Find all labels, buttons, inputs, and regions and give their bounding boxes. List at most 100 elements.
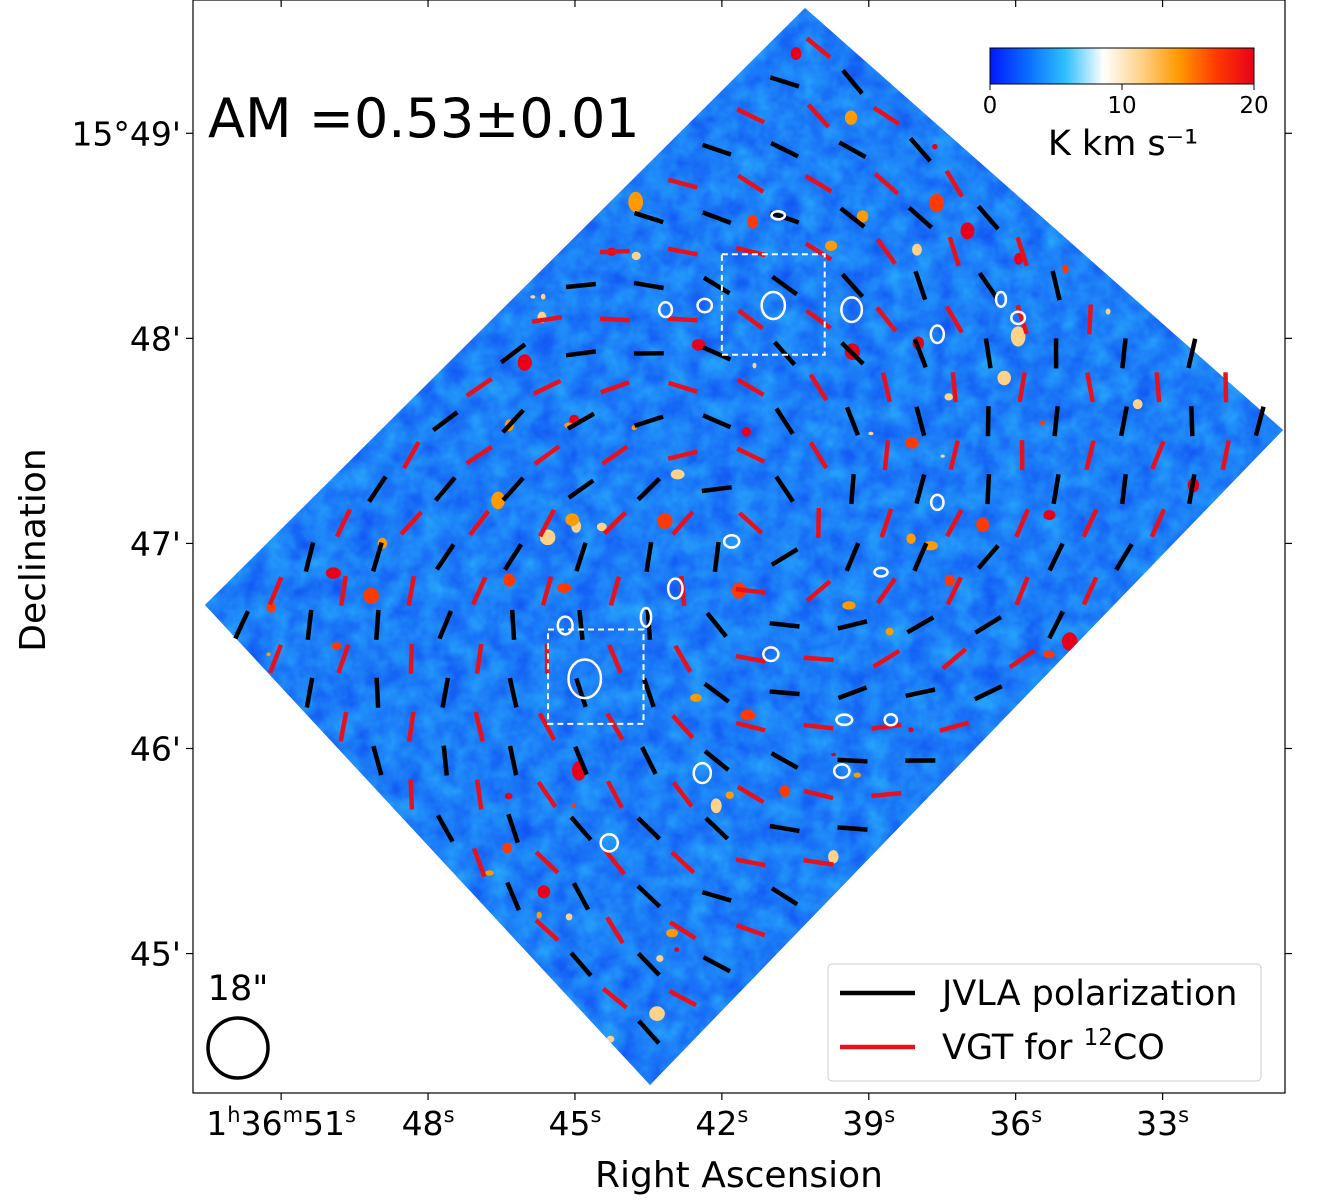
y-tick-label: 45' (130, 935, 181, 974)
emission-knot (940, 454, 945, 458)
region-ellipse (722, 533, 741, 549)
vgt-vector (1154, 372, 1162, 403)
vgt-vector (603, 849, 627, 876)
polarization-vector (644, 541, 654, 573)
polarization-vector (1118, 406, 1129, 437)
polarization-vector (701, 484, 732, 494)
vgt-vector (736, 377, 765, 397)
polarization-vector (769, 620, 800, 629)
emission-knot (1062, 264, 1069, 273)
vgt-vector (808, 441, 829, 470)
emission-knot (1010, 326, 1026, 347)
legend-label-jvla: JVLA polarization (940, 974, 1237, 1014)
region-ellipse (883, 713, 899, 727)
x-tick-number: 36 (989, 1104, 1031, 1143)
emission-knot (540, 293, 546, 300)
vgt-vector (605, 916, 625, 945)
polarization-vector (770, 886, 799, 907)
emission-knot (628, 191, 644, 212)
intensity-map (205, 8, 1283, 1085)
emission-knot (556, 583, 572, 593)
emission-knot (710, 798, 722, 814)
vgt-vector (671, 781, 694, 808)
x-tick-number: 36 (241, 1104, 283, 1143)
polarization-vector (304, 677, 315, 708)
emission-knot (503, 573, 516, 587)
y-axis-ticks: 15°49' 48' 47' 46' 45' (71, 114, 1292, 974)
emission-knot (906, 533, 916, 544)
vgt-vector (605, 712, 625, 741)
emission-knot (502, 842, 513, 854)
plot-frame (192, 0, 1286, 1094)
jvla-polarization-vectors (233, 68, 1266, 1045)
region-ellipse (929, 324, 946, 345)
vgt-vector (1081, 576, 1099, 606)
polarization-vector (844, 542, 861, 572)
polarization-vector (567, 478, 595, 500)
emission-knot (484, 870, 494, 876)
polarization-vector (501, 408, 525, 434)
emission-knot (670, 469, 685, 480)
polarization-vector (701, 142, 732, 157)
polarization-vector (913, 270, 928, 301)
polarization-vector (1114, 542, 1134, 571)
emission-knot (740, 709, 756, 721)
emission-knot (844, 110, 858, 125)
emission-knot (504, 792, 513, 800)
legend-vgt-suffix: CO (1113, 1028, 1165, 1068)
polarization-vector (440, 677, 451, 708)
emission-knot (997, 370, 1011, 386)
vgt-vector (667, 246, 698, 257)
vgt-vector (875, 577, 897, 605)
emission-knot (779, 785, 791, 798)
emission-knot (923, 541, 939, 551)
vgt-vector (602, 510, 628, 536)
am-annotation: AM =0.53±0.01 (208, 87, 640, 150)
x-tick-unit: s (345, 1103, 356, 1127)
polarization-vector (907, 205, 934, 230)
polarization-vector (1047, 542, 1065, 572)
polarization-vector (837, 825, 868, 832)
polarization-vector (566, 411, 596, 431)
vgt-vector (1081, 508, 1099, 538)
emission-knot (325, 567, 342, 579)
vgt-vector (871, 722, 902, 731)
region-ellipse (696, 297, 714, 314)
emission-knot (690, 693, 702, 702)
legend-vgt-text: VGT for (942, 1028, 1084, 1068)
emission-knot (1043, 650, 1055, 659)
polarization-vector (837, 619, 868, 631)
vgt-vector (465, 376, 493, 398)
x-tick-unit: s (1178, 1103, 1189, 1127)
vgt-vector (537, 712, 557, 741)
x-tick-label: 1h36m51s (206, 1103, 356, 1143)
polarization-vector (1051, 473, 1061, 505)
polarization-vector (840, 341, 865, 366)
polarization-vector (1050, 270, 1062, 301)
vgt-vector (399, 510, 424, 536)
emission-knot (944, 393, 954, 401)
polarization-vector (507, 677, 519, 708)
polarization-vector (701, 889, 732, 903)
colorbar-gradient (989, 47, 1255, 85)
emission-knot (853, 772, 862, 778)
emission-knot (491, 491, 505, 510)
beam-circle (206, 1016, 270, 1080)
x-tick-number: 1 (206, 1104, 227, 1143)
polarization-vector (1187, 473, 1197, 505)
polarization-vector (431, 410, 459, 433)
emission-knot (831, 752, 837, 757)
emission-knot (649, 1006, 665, 1021)
polarization-vector (844, 406, 861, 437)
emission-knot (266, 602, 276, 613)
legend: JVLA polarization VGT for 12CO (827, 963, 1262, 1082)
map-filament-texture (205, 8, 1283, 1085)
vgt-vector (736, 107, 766, 125)
y-tick-label: 46' (130, 729, 181, 768)
polarization-vector (906, 615, 935, 635)
polarization-vector (703, 681, 731, 704)
vgt-vector (1150, 440, 1166, 470)
vgt-vector (538, 508, 556, 538)
polarization-vector (770, 547, 799, 567)
emission-knot (565, 913, 573, 921)
